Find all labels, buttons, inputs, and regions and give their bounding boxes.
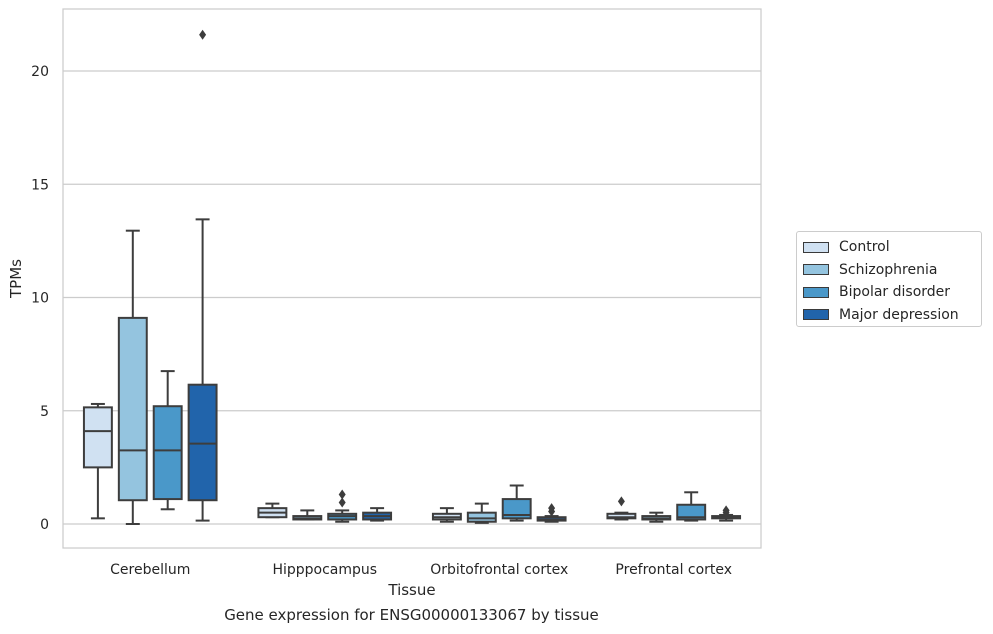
plot-frame <box>62 8 762 549</box>
legend-item: Bipolar disorder <box>803 281 975 304</box>
box-group <box>501 484 532 522</box>
x-tick-label: Cerebellum <box>110 562 190 578</box>
legend-label: Major depression <box>839 306 959 323</box>
box-group <box>431 507 462 523</box>
x-tick-label: Prefrontal cortex <box>615 562 732 578</box>
legend-swatch <box>803 286 829 298</box>
box <box>82 406 113 469</box>
box-group <box>292 509 323 521</box>
box-group <box>187 29 218 522</box>
figure-caption: Gene expression for ENSG00000133067 by t… <box>224 606 599 624</box>
legend: Control Schizophrenia Bipolar disorder Majo… <box>796 231 982 327</box>
box-group <box>257 502 288 519</box>
x-axis-label: Tissue <box>387 581 435 599</box>
box-group <box>117 229 148 525</box>
outlier-marker <box>338 489 346 500</box>
box-layer <box>82 29 742 525</box>
y-tick-label: 10 <box>31 291 49 307</box>
y-tick-label: 5 <box>40 404 49 420</box>
x-tick-label: Orbitofrontal cortex <box>430 562 568 578</box>
box <box>606 512 637 520</box>
box-group <box>641 511 672 523</box>
legend-swatch <box>803 264 829 276</box>
box-group <box>711 505 742 522</box>
y-tick-label: 20 <box>31 64 49 80</box>
legend-label: Schizophrenia <box>839 261 938 278</box>
legend-swatch <box>803 309 829 321</box>
box-group <box>362 507 393 522</box>
outlier-marker <box>722 505 730 516</box>
box-group <box>466 502 497 524</box>
box <box>501 498 532 520</box>
outlier-marker <box>617 496 625 507</box>
outlier-marker <box>199 29 207 40</box>
y-tick-label: 0 <box>40 517 49 533</box>
legend-item: Major depression <box>803 304 975 327</box>
box <box>676 503 707 521</box>
box <box>117 316 148 502</box>
legend-label: Control <box>839 239 890 256</box>
box-group <box>152 370 183 511</box>
legend-label: Bipolar disorder <box>839 284 951 301</box>
y-tick-labels: 0 5 10 15 20 <box>31 64 49 533</box>
outlier-marker <box>338 497 346 508</box>
legend-swatch <box>803 241 829 253</box>
box <box>466 511 497 523</box>
box-group <box>82 402 113 520</box>
x-tick-label: Hipppocampus <box>272 562 377 578</box>
legend-item: Control <box>803 236 975 259</box>
box-group <box>676 491 707 522</box>
box-group <box>536 503 567 523</box>
outlier-marker <box>548 503 556 514</box>
box-group <box>327 489 358 523</box>
legend-item: Schizophrenia <box>803 259 975 282</box>
y-tick-label: 15 <box>31 177 49 193</box>
box <box>187 383 218 502</box>
x-tick-labels: Cerebellum Hipppocampus Orbitofrontal cort… <box>110 562 732 578</box>
y-axis-label: TPMs <box>7 259 25 299</box>
box-group <box>606 496 637 521</box>
box <box>152 405 183 501</box>
